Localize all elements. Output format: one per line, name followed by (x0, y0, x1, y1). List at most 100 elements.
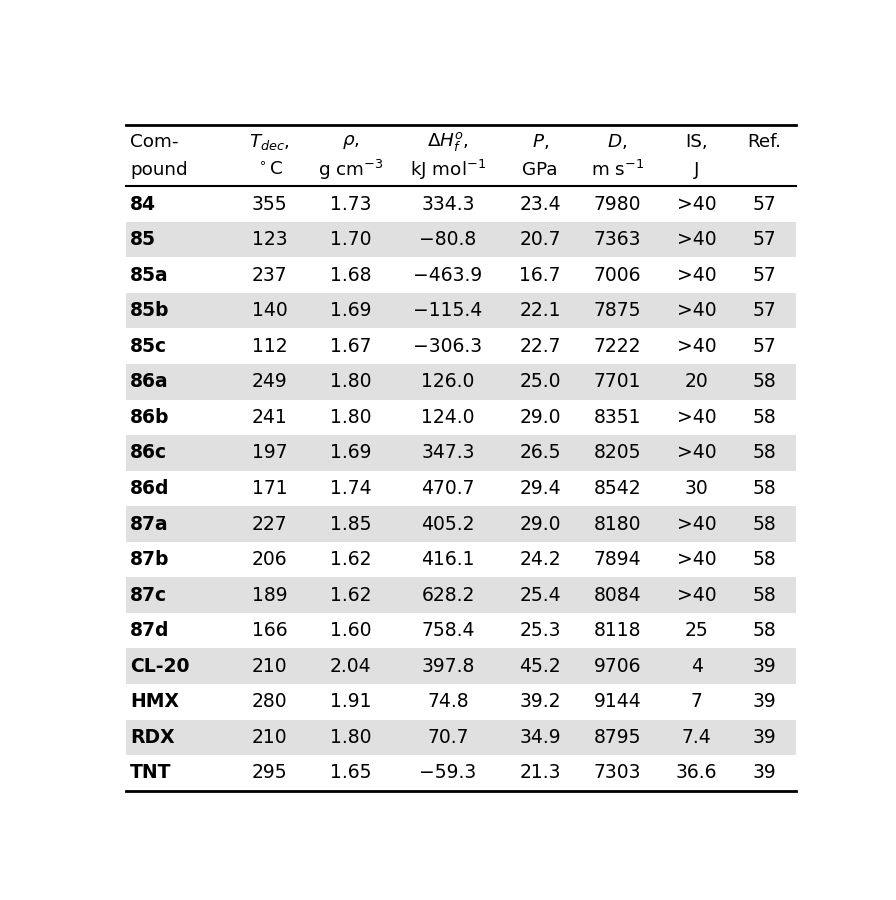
Text: 30: 30 (685, 479, 709, 498)
Text: IS,: IS, (685, 133, 708, 151)
Text: 57: 57 (753, 302, 777, 320)
Text: 25.4: 25.4 (520, 586, 561, 605)
Text: 58: 58 (753, 373, 777, 392)
Text: 397.8: 397.8 (421, 657, 475, 676)
Text: 87a: 87a (130, 515, 168, 534)
Text: 29.0: 29.0 (520, 408, 561, 427)
Text: 58: 58 (753, 408, 777, 427)
Text: >40: >40 (676, 337, 717, 356)
Text: 86a: 86a (130, 373, 168, 392)
Bar (125, 328, 796, 364)
Text: GPa: GPa (522, 161, 558, 179)
Text: 20.7: 20.7 (520, 230, 561, 249)
Bar (125, 648, 796, 684)
Text: 86d: 86d (130, 479, 169, 498)
Text: 7303: 7303 (594, 763, 642, 782)
Text: 85c: 85c (130, 337, 168, 356)
Text: 1.69: 1.69 (330, 302, 371, 320)
Text: 140: 140 (252, 302, 288, 320)
Text: 7701: 7701 (594, 373, 642, 392)
Text: Com-: Com- (130, 133, 178, 151)
Text: 39: 39 (753, 728, 777, 747)
Text: 1.70: 1.70 (330, 230, 371, 249)
Text: −59.3: −59.3 (419, 763, 477, 782)
Text: 7006: 7006 (594, 266, 642, 284)
Text: 7.4: 7.4 (682, 728, 711, 747)
Text: >40: >40 (676, 444, 717, 463)
Text: $T_\mathregular{dec},$: $T_\mathregular{dec},$ (249, 132, 290, 152)
Text: 405.2: 405.2 (421, 515, 475, 534)
Text: 8795: 8795 (594, 728, 642, 747)
Text: −463.9: −463.9 (413, 266, 483, 284)
Text: 25: 25 (685, 621, 709, 640)
Text: 166: 166 (252, 621, 288, 640)
Text: >40: >40 (676, 408, 717, 427)
Text: 57: 57 (753, 266, 777, 284)
Bar (125, 755, 796, 790)
Text: 7: 7 (691, 692, 702, 711)
Text: −115.4: −115.4 (413, 302, 483, 320)
Text: Ref.: Ref. (747, 133, 781, 151)
Text: 85a: 85a (130, 266, 168, 284)
Text: 8351: 8351 (594, 408, 642, 427)
Text: 8118: 8118 (594, 621, 642, 640)
Text: 1.62: 1.62 (330, 550, 371, 569)
Text: 1.80: 1.80 (330, 408, 371, 427)
Text: 8084: 8084 (594, 586, 642, 605)
Text: 58: 58 (753, 515, 777, 534)
Text: 1.85: 1.85 (330, 515, 371, 534)
Text: 1.65: 1.65 (330, 763, 371, 782)
Text: CL-20: CL-20 (130, 657, 190, 676)
Text: 1.67: 1.67 (330, 337, 371, 356)
Text: 39: 39 (753, 657, 777, 676)
Text: 85b: 85b (130, 302, 169, 320)
Text: $\Delta H_\mathregular{f}^\mathregular{o},$: $\Delta H_\mathregular{f}^\mathregular{o… (427, 130, 469, 154)
Text: 86b: 86b (130, 408, 169, 427)
Text: 74.8: 74.8 (427, 692, 469, 711)
Text: >40: >40 (676, 515, 717, 534)
Text: 206: 206 (252, 550, 288, 569)
Text: 2.04: 2.04 (330, 657, 371, 676)
Text: 26.5: 26.5 (520, 444, 561, 463)
Text: J: J (694, 161, 699, 179)
Text: 197: 197 (252, 444, 288, 463)
Text: 171: 171 (252, 479, 288, 498)
Text: 7875: 7875 (594, 302, 642, 320)
Text: >40: >40 (676, 266, 717, 284)
Text: HMX: HMX (130, 692, 179, 711)
Text: 21.3: 21.3 (520, 763, 561, 782)
Text: −306.3: −306.3 (413, 337, 483, 356)
Text: 227: 227 (252, 515, 288, 534)
Text: 58: 58 (753, 479, 777, 498)
Text: $^\circ$C: $^\circ$C (255, 161, 283, 179)
Text: 57: 57 (753, 337, 777, 356)
Text: 126.0: 126.0 (421, 373, 475, 392)
Bar (125, 577, 796, 613)
Bar (125, 257, 796, 292)
Text: 29.0: 29.0 (520, 515, 561, 534)
Text: $\rho,$: $\rho,$ (341, 133, 359, 151)
Text: 16.7: 16.7 (520, 266, 561, 284)
Bar (125, 222, 796, 257)
Text: 24.2: 24.2 (520, 550, 561, 569)
Bar (125, 435, 796, 471)
Bar (125, 125, 796, 186)
Text: 210: 210 (252, 728, 288, 747)
Text: 1.60: 1.60 (330, 621, 371, 640)
Text: 57: 57 (753, 230, 777, 249)
Bar (125, 542, 796, 577)
Text: 7894: 7894 (594, 550, 642, 569)
Text: g cm$^{-3}$: g cm$^{-3}$ (318, 158, 383, 182)
Text: 1.80: 1.80 (330, 373, 371, 392)
Text: 9706: 9706 (594, 657, 642, 676)
Text: 7363: 7363 (594, 230, 642, 249)
Text: 29.4: 29.4 (520, 479, 561, 498)
Text: 1.62: 1.62 (330, 586, 371, 605)
Bar (125, 364, 796, 400)
Text: 45.2: 45.2 (520, 657, 561, 676)
Text: 124.0: 124.0 (421, 408, 475, 427)
Text: >40: >40 (676, 230, 717, 249)
Text: 25.3: 25.3 (520, 621, 561, 640)
Text: 22.1: 22.1 (520, 302, 561, 320)
Text: 347.3: 347.3 (421, 444, 475, 463)
